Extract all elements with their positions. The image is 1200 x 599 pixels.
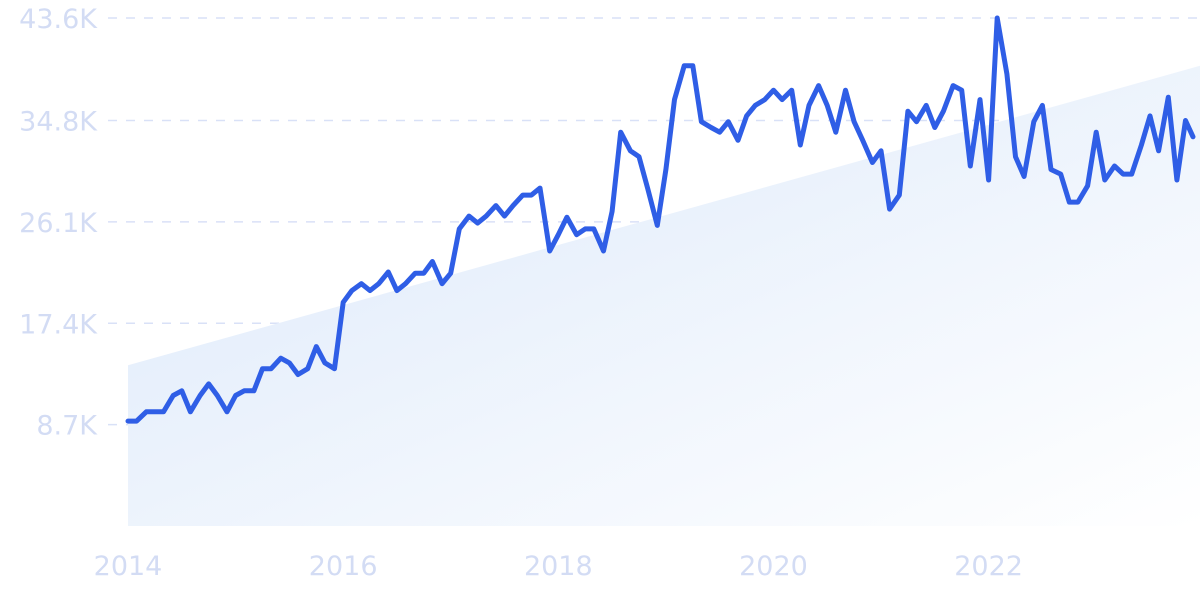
y-tick-label: 26.1K: [19, 208, 98, 239]
x-tick-label: 2022: [954, 551, 1023, 582]
x-tick-label: 2018: [524, 551, 593, 582]
x-tick-label: 2016: [309, 551, 378, 582]
y-tick-label: 34.8K: [19, 107, 98, 138]
x-tick-label: 2020: [739, 551, 808, 582]
y-tick-label: 17.4K: [19, 309, 98, 340]
series-line: [125, 15, 1196, 424]
y-axis-tick-labels: 8.7K 17.4K 26.1K 34.8K 43.6K: [19, 4, 98, 442]
trend-area: [128, 65, 1200, 527]
x-tick-label: 2014: [94, 551, 163, 582]
y-tick-label: 8.7K: [36, 411, 98, 442]
y-tick-label: 43.6K: [19, 4, 98, 35]
x-axis-tick-labels: 2014 2016 2018 2020 2022: [94, 551, 1023, 582]
